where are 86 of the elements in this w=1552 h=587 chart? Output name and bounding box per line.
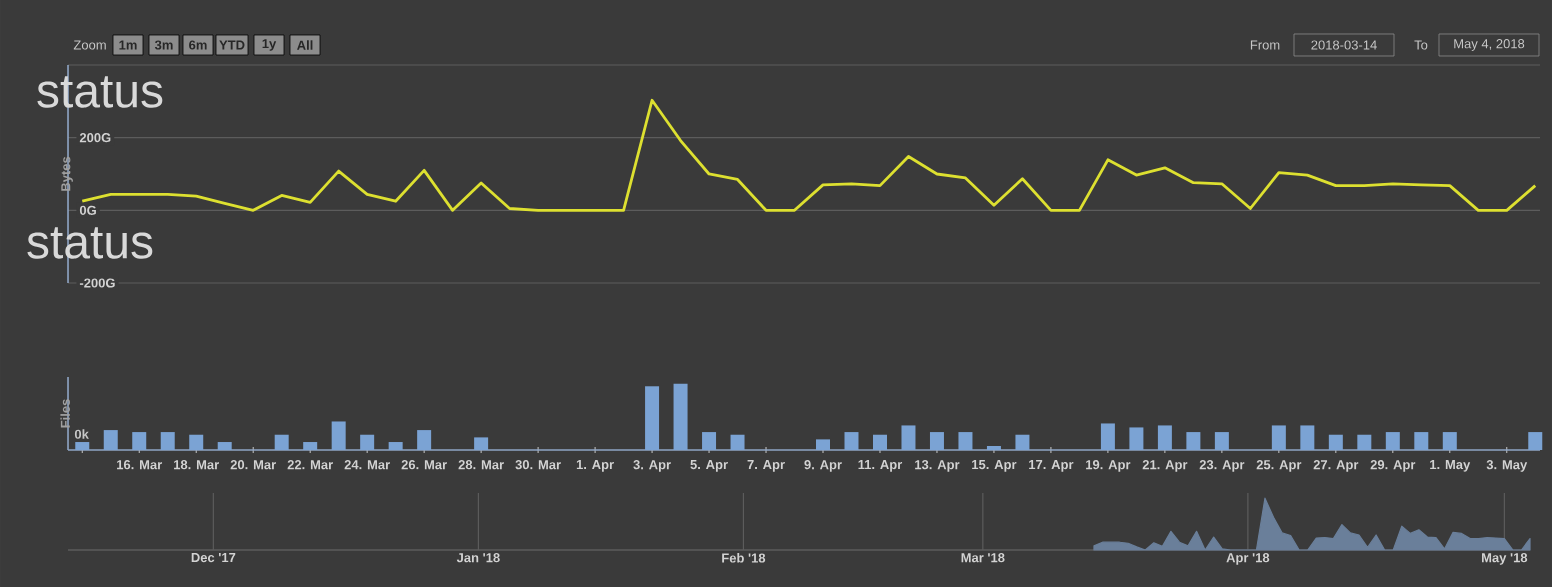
x-tick-label: 15. Apr xyxy=(972,460,1017,472)
y-tick-label: 0G xyxy=(79,205,96,215)
bar xyxy=(958,432,973,450)
bar xyxy=(1414,432,1429,450)
bar xyxy=(75,442,90,450)
bar xyxy=(872,434,887,450)
x-tick-label: 27. Apr xyxy=(1313,460,1359,472)
x-tick-label: Jan '18 xyxy=(456,553,500,563)
x-tick-label: 25. Apr xyxy=(1256,460,1302,472)
bar xyxy=(474,437,489,450)
x-tick-label: 30. Mar xyxy=(515,460,561,470)
x-tick-label: 11. Apr xyxy=(858,460,903,472)
x-tick-label: 5. Apr xyxy=(690,460,728,472)
text: To xyxy=(1414,40,1428,50)
x-tick-label: 3. Apr xyxy=(633,460,671,472)
text: 6m xyxy=(189,40,207,50)
bar xyxy=(1157,425,1172,450)
bar xyxy=(844,432,859,450)
bar xyxy=(189,434,204,450)
text: All xyxy=(297,40,313,50)
x-tick-label: Dec '17 xyxy=(191,553,236,563)
bar xyxy=(1385,432,1400,450)
text: 2018-03-14 xyxy=(1311,40,1377,50)
bar xyxy=(901,425,916,450)
bar xyxy=(1328,434,1343,450)
bar xyxy=(673,383,688,450)
x-tick-label: 28. Mar xyxy=(458,460,504,470)
x-tick-label: Apr '18 xyxy=(1226,553,1270,565)
x-tick-label: 1. Apr xyxy=(576,460,614,472)
text: From xyxy=(1250,40,1280,50)
bar xyxy=(645,386,660,450)
bar xyxy=(1271,425,1286,450)
x-tick-label: 29. Apr xyxy=(1370,460,1416,472)
x-tick-label: 18. Mar xyxy=(174,460,220,470)
y-tick-label: 200G xyxy=(79,133,111,143)
text: 3m xyxy=(154,40,173,50)
x-tick-label: 22. Mar xyxy=(287,460,333,470)
x-tick-label: 13. Apr xyxy=(915,460,960,472)
x-tick-label: 26. Mar xyxy=(401,460,447,470)
x-tick-label: 9. Apr xyxy=(804,460,842,472)
x-tick-label: May '18 xyxy=(1482,553,1528,565)
bar xyxy=(217,442,232,450)
bar xyxy=(1015,434,1030,450)
bar xyxy=(303,442,318,450)
bar xyxy=(1442,432,1457,450)
x-tick-label: 7. Apr xyxy=(747,460,785,472)
x-tick-label: 21. Apr xyxy=(1142,460,1188,472)
bar xyxy=(132,432,147,450)
bar xyxy=(1214,432,1229,450)
bar xyxy=(417,430,432,450)
bar xyxy=(1129,427,1144,450)
bar xyxy=(1300,425,1315,450)
y-tick-label: -200G xyxy=(79,278,115,288)
bar xyxy=(929,432,944,450)
text: 1m xyxy=(119,40,137,50)
y-axis-title: Bytes xyxy=(61,156,73,191)
bar xyxy=(160,432,175,450)
x-tick-label: 23. Apr xyxy=(1199,460,1245,472)
bar xyxy=(1100,423,1115,450)
y-axis-title: Files xyxy=(60,399,70,428)
bar xyxy=(986,446,1001,450)
bar xyxy=(1528,432,1543,450)
x-tick-label: 20. Mar xyxy=(230,460,276,470)
x-tick-label: 16. Mar xyxy=(117,460,163,470)
x-tick-label: 3. May xyxy=(1486,460,1528,472)
text: Zoom xyxy=(73,40,106,50)
bar xyxy=(1357,434,1372,450)
bar xyxy=(816,439,831,450)
bar xyxy=(702,432,717,450)
x-tick-label: 17. Apr xyxy=(1029,460,1074,472)
x-tick-label: 19. Apr xyxy=(1086,460,1131,472)
x-tick-label: Feb '18 xyxy=(722,553,766,563)
bar xyxy=(360,434,375,450)
bar xyxy=(103,430,118,450)
x-tick-label: 1. May xyxy=(1430,460,1471,472)
text: YTD xyxy=(219,40,245,50)
bar xyxy=(730,434,745,450)
bar xyxy=(274,434,289,450)
bar xyxy=(331,421,346,450)
bar xyxy=(1186,432,1201,450)
x-tick-label: Mar '18 xyxy=(961,553,1005,563)
annotation: 0k xyxy=(74,429,89,439)
x-tick-label: 24. Mar xyxy=(344,460,390,470)
text: May 4, 2018 xyxy=(1454,39,1525,51)
bar xyxy=(388,442,403,450)
text: 1y xyxy=(262,39,277,51)
